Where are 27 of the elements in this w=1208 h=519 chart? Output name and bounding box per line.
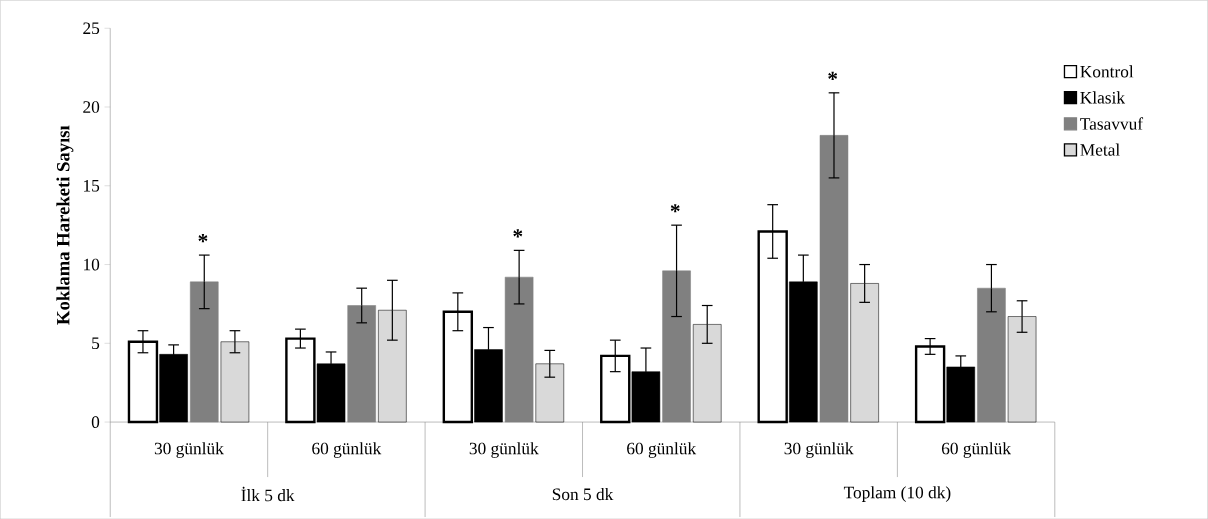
bar bbox=[378, 309, 407, 423]
x-tick-label: 30 günlük bbox=[154, 442, 224, 458]
text: Toplam (10 dk) bbox=[843, 486, 951, 502]
y-tick-label: 5 bbox=[92, 337, 100, 349]
y-tick-label: 15 bbox=[84, 179, 100, 192]
y-tick-label: 10 bbox=[84, 258, 100, 271]
x-tick-label: 60 günlük bbox=[627, 442, 697, 458]
data-label: * bbox=[670, 204, 680, 213]
x-tick-label: 30 günlük bbox=[784, 442, 854, 458]
y-tick-label: 25 bbox=[83, 22, 100, 34]
data-label: * bbox=[198, 233, 208, 242]
legend-label: Klasik bbox=[1080, 91, 1126, 104]
text: İlk 5 dk bbox=[241, 486, 295, 502]
data-label: * bbox=[513, 229, 523, 238]
x-tick-label: 30 günlük bbox=[469, 442, 539, 458]
legend-label: Kontrol bbox=[1080, 65, 1134, 78]
data-label: * bbox=[828, 71, 838, 80]
legend-label: Metal bbox=[1080, 143, 1120, 156]
bar bbox=[850, 283, 879, 423]
y-tick-label: 20 bbox=[83, 101, 100, 113]
text: Son 5 dk bbox=[552, 487, 614, 500]
bar bbox=[692, 324, 722, 423]
legend-label: Tasavvuf bbox=[1080, 117, 1144, 130]
x-tick-label: 60 günlük bbox=[312, 442, 382, 458]
y-tick-label: 0 bbox=[91, 416, 100, 428]
y-axis-title: Koklama Hareketi Sayısı bbox=[56, 125, 74, 325]
x-tick-label: 60 günlük bbox=[941, 442, 1011, 458]
